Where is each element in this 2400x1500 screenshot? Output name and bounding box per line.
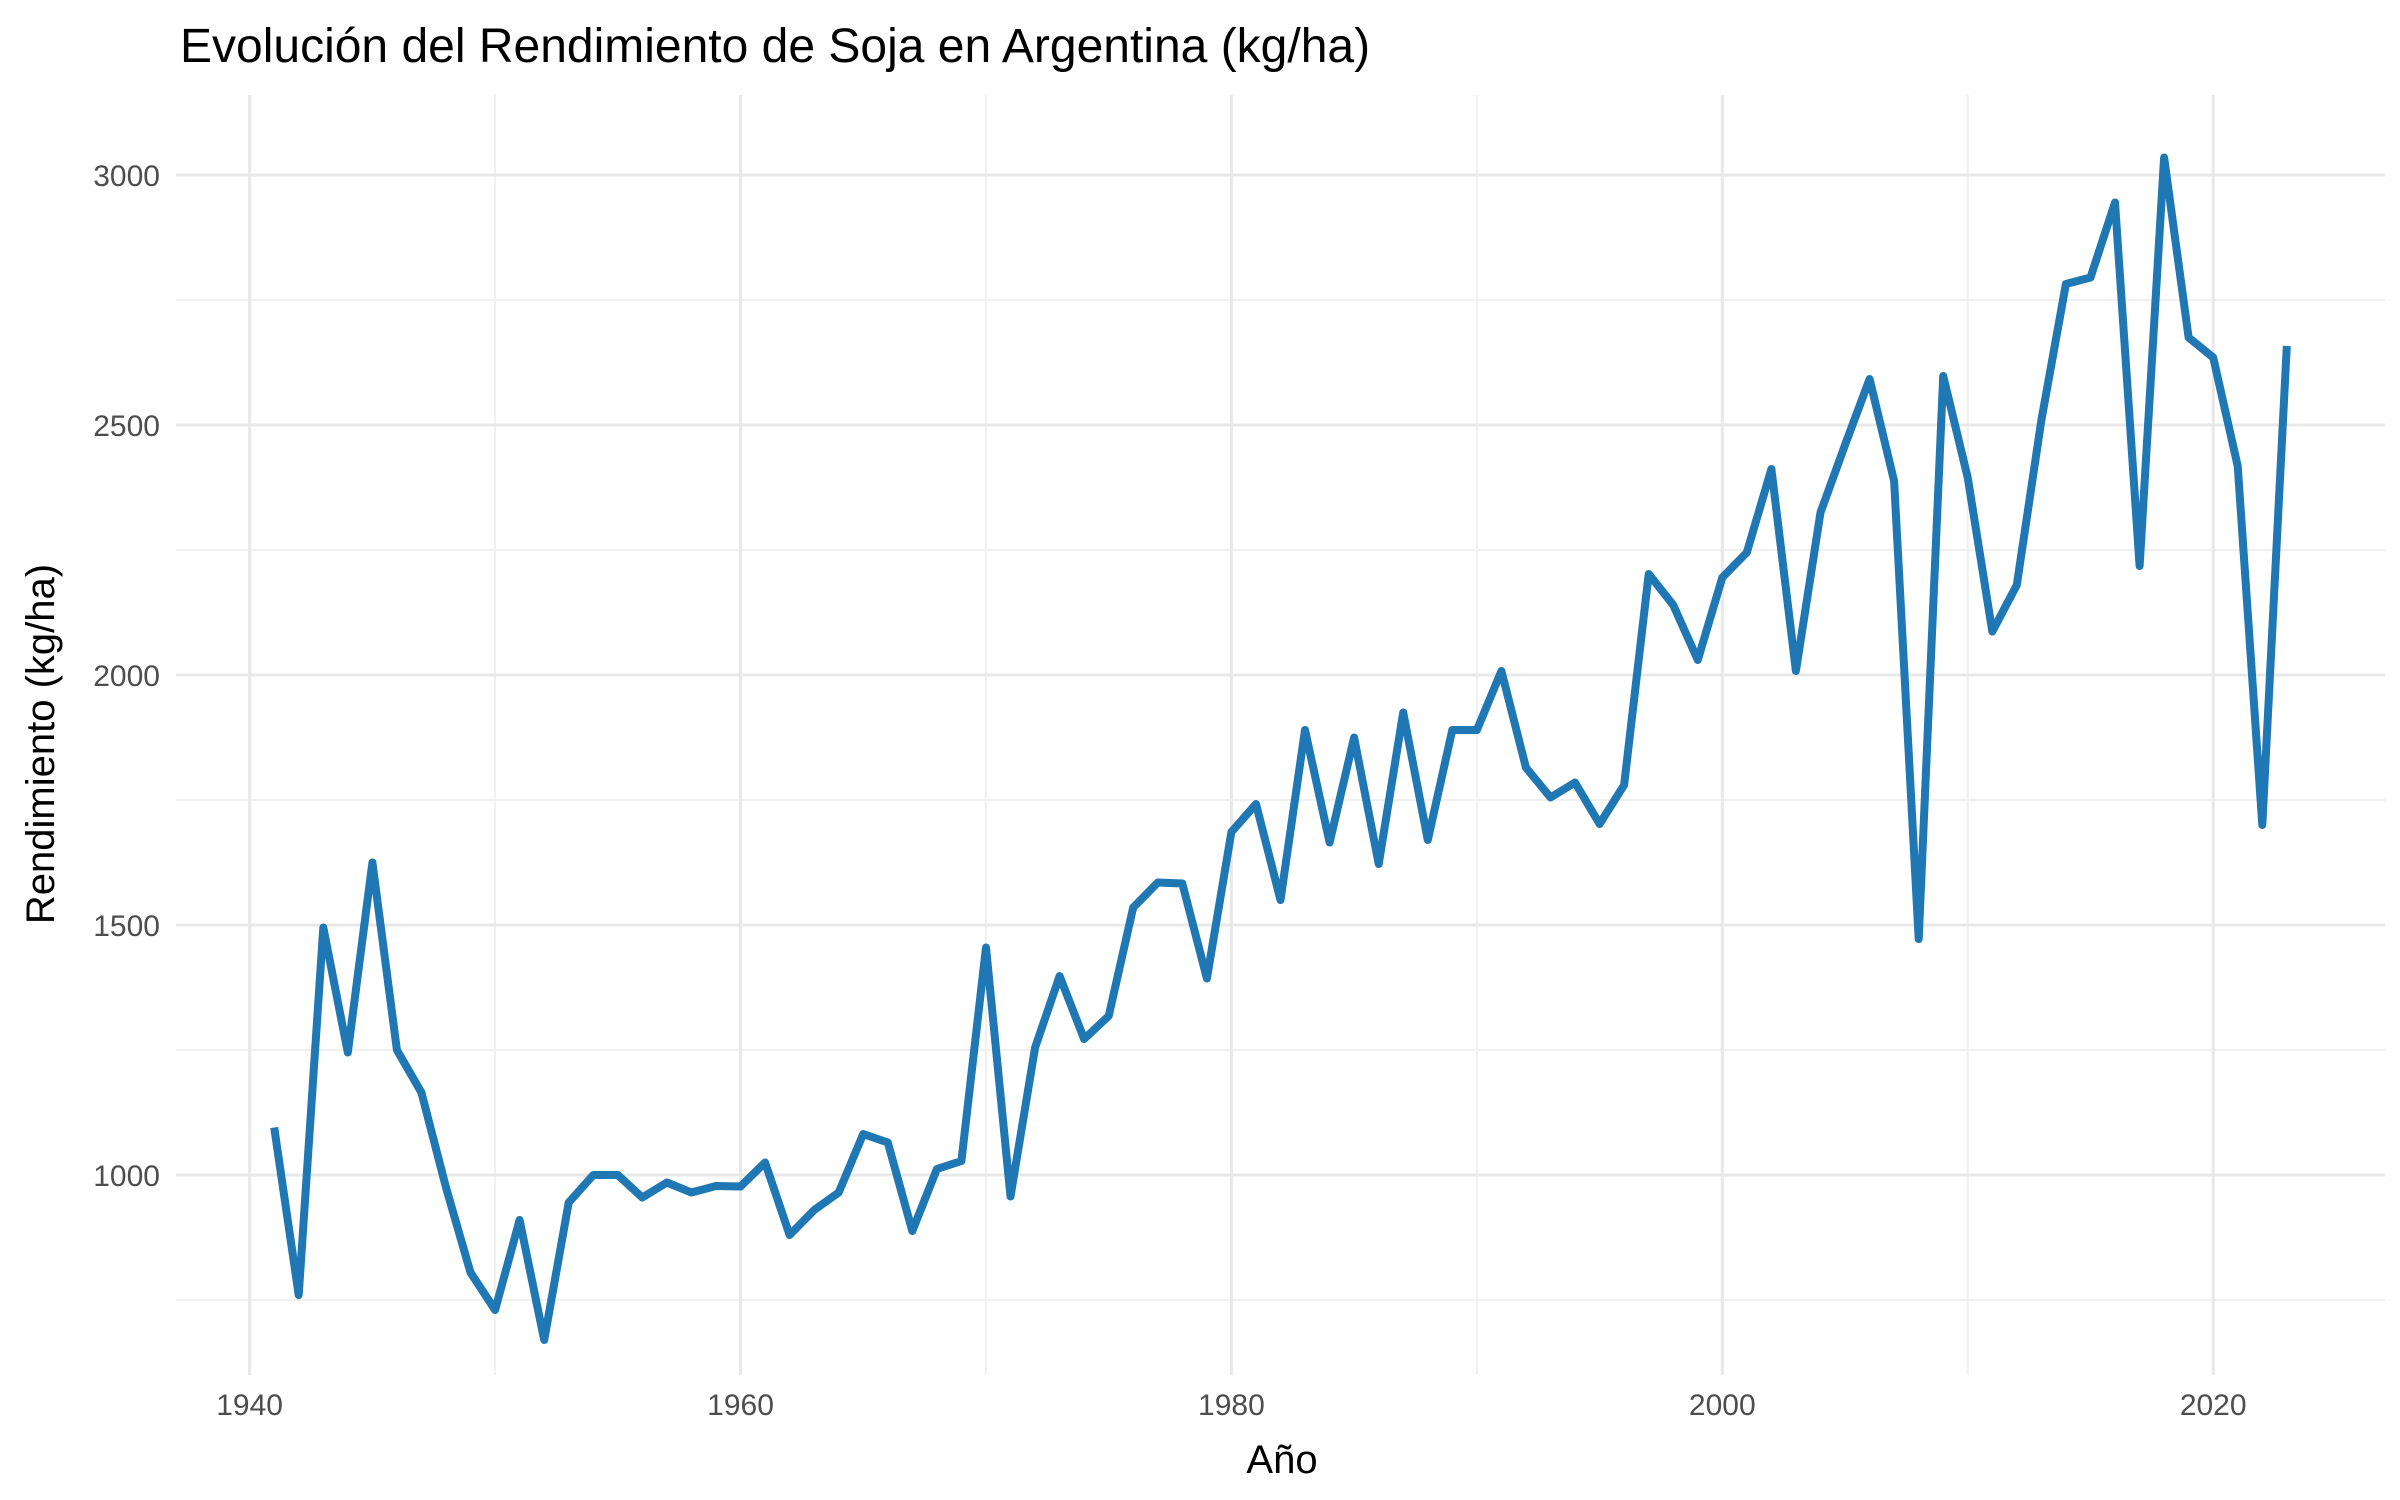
- y-tick-label: 3000: [93, 160, 160, 193]
- x-tick-label: 1940: [216, 1389, 283, 1422]
- x-axis-title: Año: [1246, 1438, 1317, 1482]
- chart-title: Evolución del Rendimiento de Soja en Arg…: [180, 20, 1370, 73]
- grid-lines: [176, 95, 2385, 1375]
- y-axis-ticks: 1000 1500 2000 2500 3000: [93, 160, 160, 1193]
- y-tick-label: 1000: [93, 1160, 160, 1193]
- y-axis-title: Rendimiento (kg/ha): [19, 564, 63, 924]
- y-tick-label: 2000: [93, 660, 160, 693]
- x-axis-ticks: 1940 1960 1980 2000 2020: [216, 1389, 2246, 1422]
- x-tick-label: 2000: [1689, 1389, 1756, 1422]
- x-tick-label: 1960: [707, 1389, 774, 1422]
- x-tick-label: 2020: [2180, 1389, 2247, 1422]
- x-tick-label: 1980: [1198, 1389, 1265, 1422]
- y-tick-label: 1500: [93, 910, 160, 943]
- series-line: [270, 153, 2291, 1344]
- y-tick-label: 2500: [93, 410, 160, 443]
